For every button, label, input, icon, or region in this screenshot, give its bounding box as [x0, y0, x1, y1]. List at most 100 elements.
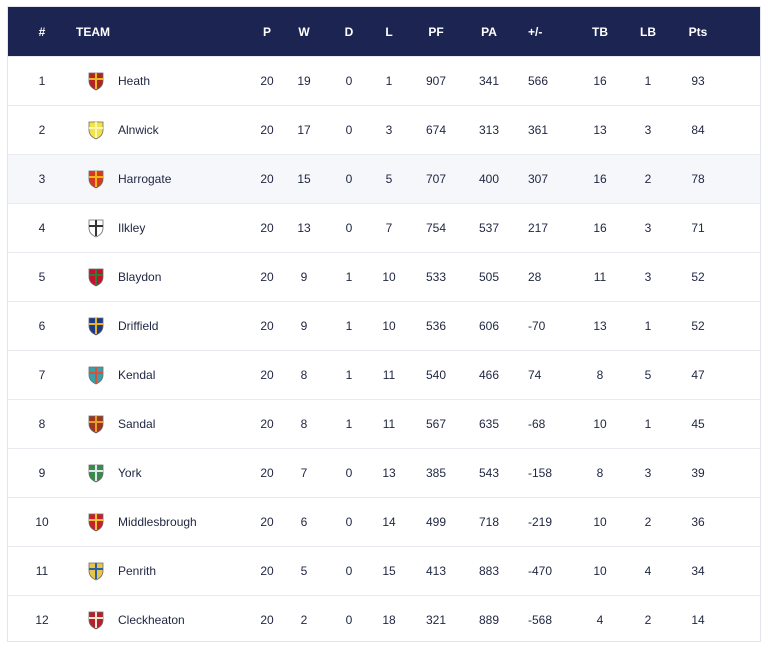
played-cell: 20 — [260, 123, 274, 137]
drawn-cell: 1 — [345, 368, 353, 382]
team-name[interactable]: Penrith — [118, 564, 157, 578]
losing-bonus-cell: 1 — [644, 74, 652, 88]
table-row[interactable]: 6 Driffield 20 9 1 10 536 606 -70 13 1 52 — [8, 301, 760, 350]
team-name[interactable]: Kendal — [118, 368, 156, 382]
points-cell: 78 — [691, 172, 705, 186]
crest-cell — [76, 218, 116, 238]
lost-cell: 7 — [385, 221, 393, 235]
points-cell: 84 — [691, 123, 705, 137]
header-points-against[interactable]: PA — [481, 24, 497, 39]
crest-cell — [76, 365, 116, 385]
drawn-cell: 1 — [345, 319, 353, 333]
points-cell: 52 — [691, 270, 705, 284]
points-cell: 36 — [691, 515, 705, 529]
try-bonus-cell: 10 — [593, 417, 607, 431]
points-difference-cell: -158 — [528, 466, 553, 480]
lost-cell: 18 — [382, 613, 396, 627]
position-cell: 10 — [35, 515, 49, 529]
header-points[interactable]: Pts — [688, 24, 708, 39]
table-row[interactable]: 9 York 20 7 0 13 385 543 -158 8 3 39 — [8, 448, 760, 497]
team-name[interactable]: York — [118, 466, 142, 480]
crest-cell — [76, 610, 116, 630]
table-row[interactable]: 5 Blaydon 20 9 1 10 533 505 28 11 3 52 — [8, 252, 760, 301]
played-cell: 20 — [260, 172, 274, 186]
header-try-bonus[interactable]: TB — [592, 24, 608, 39]
table-row[interactable]: 7 Kendal 20 8 1 11 540 466 74 8 5 47 — [8, 350, 760, 399]
alnwick-crest-icon — [88, 121, 104, 140]
table-row[interactable]: 11 Penrith 20 5 0 15 413 883 -470 10 4 34 — [8, 546, 760, 595]
points-against-cell: 341 — [478, 74, 500, 88]
team-name[interactable]: Alnwick — [118, 123, 159, 137]
position-cell: 6 — [38, 319, 46, 333]
crest-cell — [76, 414, 116, 434]
drawn-cell: 0 — [345, 172, 353, 186]
header-points-for[interactable]: PF — [428, 24, 444, 39]
losing-bonus-cell: 3 — [644, 123, 652, 137]
position-cell: 9 — [38, 466, 46, 480]
losing-bonus-cell: 2 — [644, 515, 652, 529]
try-bonus-cell: 8 — [596, 368, 604, 382]
lost-cell: 1 — [385, 74, 393, 88]
try-bonus-cell: 16 — [593, 172, 607, 186]
points-difference-cell: 566 — [528, 74, 549, 88]
header-team[interactable]: TEAM — [76, 24, 110, 39]
points-against-cell: 543 — [478, 466, 500, 480]
header-losing-bonus[interactable]: LB — [640, 24, 656, 39]
team-name[interactable]: Driffield — [118, 319, 159, 333]
won-cell: 17 — [297, 123, 311, 137]
header-lost[interactable]: L — [385, 24, 393, 39]
table-row[interactable]: 3 Harrogate 20 15 0 5 707 400 307 16 2 78 — [8, 154, 760, 203]
team-name[interactable]: Middlesbrough — [118, 515, 197, 529]
team-name[interactable]: Heath — [118, 74, 151, 88]
won-cell: 13 — [297, 221, 311, 235]
team-name[interactable]: Sandal — [118, 417, 156, 431]
won-cell: 2 — [300, 613, 308, 627]
table-row[interactable]: 2 Alnwick 20 17 0 3 674 313 361 13 3 84 — [8, 105, 760, 154]
points-for-cell: 536 — [425, 319, 447, 333]
won-cell: 7 — [300, 466, 308, 480]
team-name[interactable]: Harrogate — [118, 172, 172, 186]
points-cell: 47 — [691, 368, 705, 382]
points-difference-cell: 307 — [528, 172, 549, 186]
points-cell: 52 — [691, 319, 705, 333]
team-name[interactable]: Ilkley — [118, 221, 146, 235]
ilkley-crest-icon — [88, 219, 104, 238]
won-cell: 9 — [300, 270, 308, 284]
points-for-cell: 707 — [425, 172, 447, 186]
header-won[interactable]: W — [298, 24, 310, 39]
table-row[interactable]: 10 Middlesbrough 20 6 0 14 499 718 -219 10 2 36 — [8, 497, 760, 546]
header-drawn[interactable]: D — [344, 24, 354, 39]
losing-bonus-cell: 1 — [644, 319, 652, 333]
crest-cell — [76, 71, 116, 91]
heath-crest-icon — [88, 72, 104, 91]
header-played[interactable]: P — [262, 24, 271, 39]
points-against-cell: 400 — [478, 172, 500, 186]
position-cell: 11 — [35, 564, 49, 578]
points-against-cell: 883 — [478, 564, 500, 578]
losing-bonus-cell: 5 — [644, 368, 652, 382]
points-for-cell: 499 — [425, 515, 447, 529]
table-row[interactable]: 12 Cleckheaton 20 2 0 18 321 889 -568 4 2 14 — [8, 595, 760, 644]
table-row[interactable]: 1 Heath 20 19 0 1 907 341 566 16 1 93 — [8, 56, 760, 105]
try-bonus-cell: 4 — [596, 613, 604, 627]
league-table: # TEAM P W D L PF PA +/- TB LB Pts 1 Heat… — [7, 6, 761, 642]
table-row[interactable]: 8 Sandal 20 8 1 11 567 635 -68 10 1 45 — [8, 399, 760, 448]
blaydon-crest-icon — [88, 268, 104, 287]
played-cell: 20 — [260, 515, 274, 529]
position-cell: 1 — [38, 74, 46, 88]
table-header: # TEAM P W D L PF PA +/- TB LB Pts — [8, 7, 760, 56]
team-name[interactable]: Cleckheaton — [118, 613, 185, 627]
try-bonus-cell: 8 — [596, 466, 604, 480]
header-points-difference[interactable]: +/- — [528, 24, 543, 39]
try-bonus-cell: 10 — [593, 515, 607, 529]
header-position[interactable]: # — [38, 24, 46, 39]
points-for-cell: 907 — [425, 74, 447, 88]
losing-bonus-cell: 2 — [644, 613, 652, 627]
lost-cell: 14 — [382, 515, 396, 529]
team-name[interactable]: Blaydon — [118, 270, 162, 284]
table-body: 1 Heath 20 19 0 1 907 341 566 16 1 93 2 Alnwick 20 17 0 3… — [8, 56, 760, 644]
points-difference-cell: 28 — [528, 270, 542, 284]
table-row[interactable]: 4 Ilkley 20 13 0 7 754 537 217 16 3 71 — [8, 203, 760, 252]
drawn-cell: 1 — [345, 417, 353, 431]
points-cell: 71 — [691, 221, 705, 235]
